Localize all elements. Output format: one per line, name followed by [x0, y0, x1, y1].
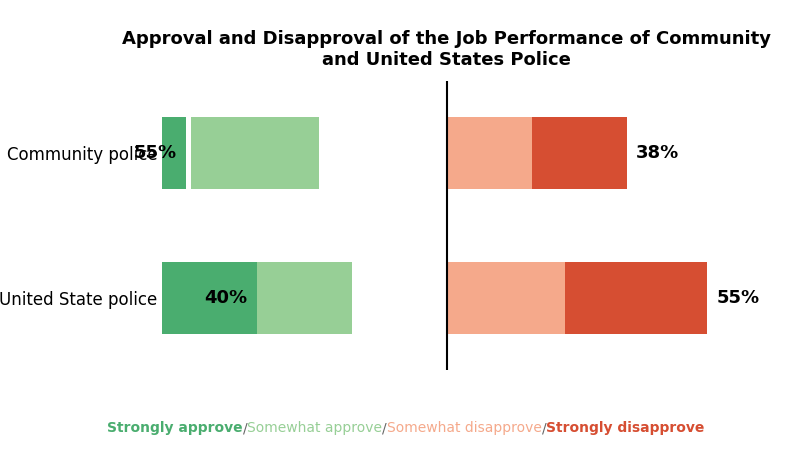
Bar — [257, 262, 351, 334]
Bar — [531, 117, 626, 189]
Text: /: / — [541, 421, 546, 436]
Text: /: / — [382, 421, 387, 436]
Text: /: / — [242, 421, 247, 436]
Bar — [564, 262, 706, 334]
Text: Somewhat approve: Somewhat approve — [247, 421, 382, 436]
Title: Approval and Disapproval of the Job Performance of Community
and United States P: Approval and Disapproval of the Job Perf… — [122, 30, 770, 69]
Bar — [162, 262, 257, 334]
Text: 55%: 55% — [133, 144, 177, 162]
Text: Somewhat disapprove: Somewhat disapprove — [387, 421, 541, 436]
Bar — [446, 262, 564, 334]
Bar — [446, 117, 531, 189]
Bar — [191, 117, 318, 189]
Text: Strongly disapprove: Strongly disapprove — [546, 421, 704, 436]
Text: Strongly approve: Strongly approve — [107, 421, 242, 436]
Bar — [54, 117, 186, 189]
Text: 55%: 55% — [716, 289, 759, 307]
Text: 40%: 40% — [204, 289, 247, 307]
Text: 38%: 38% — [635, 144, 679, 162]
